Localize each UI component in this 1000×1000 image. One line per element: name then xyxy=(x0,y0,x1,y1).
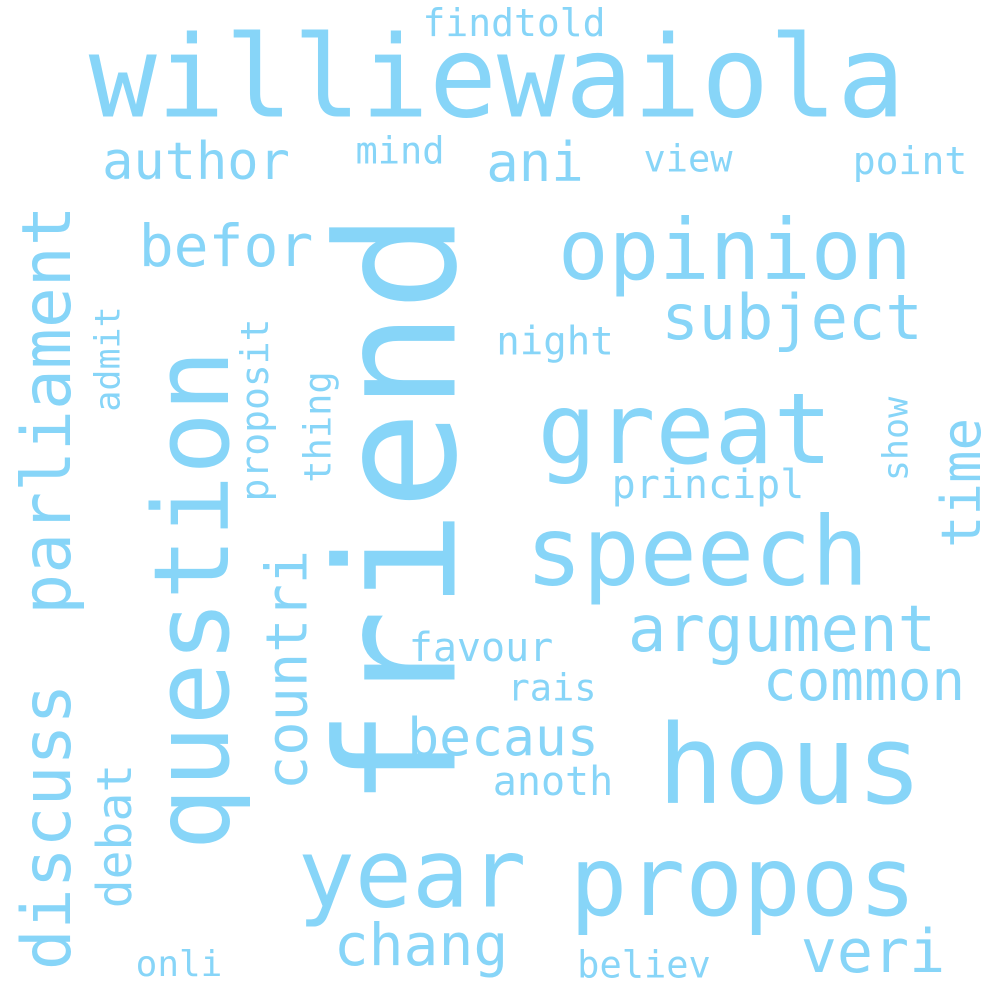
word-countri: countri xyxy=(254,549,321,791)
word-favour: favour xyxy=(408,625,554,671)
word-admit: admit xyxy=(88,306,129,412)
word-ani: ani xyxy=(486,131,584,194)
word-mind: mind xyxy=(355,129,445,173)
word-befor: befor xyxy=(138,212,314,280)
word-point: point xyxy=(852,139,968,183)
word-author: author xyxy=(102,132,290,192)
word-rais: rais xyxy=(507,666,597,710)
word-argument: argument xyxy=(627,593,937,667)
word-becaus: becaus xyxy=(407,707,599,769)
word-propos: propos xyxy=(569,826,917,938)
word-parliament: parliament xyxy=(8,205,87,615)
word-principl: principl xyxy=(611,462,805,508)
word-discuss: discuss xyxy=(8,683,87,971)
word-williewaiola: williewaiola xyxy=(88,11,906,144)
word-proposit: proposit xyxy=(233,318,277,502)
word-year: year xyxy=(297,819,527,930)
word-speech: speech xyxy=(525,497,869,608)
word-question: question xyxy=(131,349,253,851)
word-time: time xyxy=(930,417,993,549)
word-great: great xyxy=(537,373,833,487)
word-show: show xyxy=(876,396,917,482)
word-common: common xyxy=(762,649,966,714)
word-debat: debat xyxy=(87,763,143,909)
word-chang: chang xyxy=(333,911,509,979)
word-findtold: findtold xyxy=(422,1,606,45)
word-view: view xyxy=(643,137,733,181)
word-veri: veri xyxy=(800,917,946,987)
word-opinion: opinion xyxy=(557,201,913,299)
word-believ: believ xyxy=(577,943,711,987)
word-anoth: anoth xyxy=(492,759,614,805)
word-onli: onli xyxy=(135,944,223,985)
word-subject: subject xyxy=(661,281,923,354)
word-hous: hous xyxy=(657,701,923,829)
word-thing: thing xyxy=(296,371,340,483)
word-night: night xyxy=(496,319,614,365)
